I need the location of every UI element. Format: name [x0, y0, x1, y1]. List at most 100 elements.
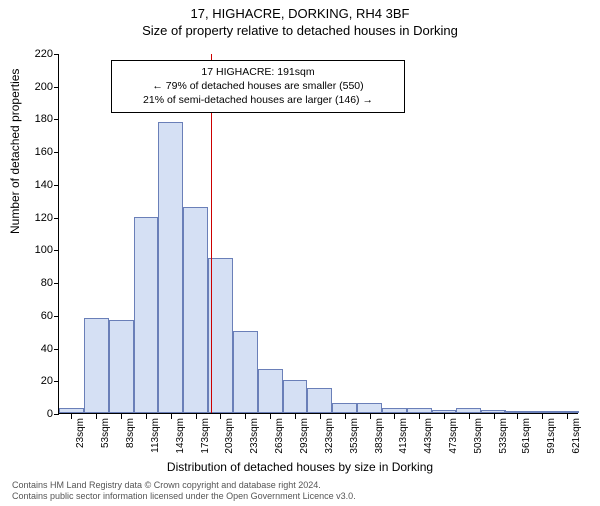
histogram-bar: [158, 122, 183, 413]
x-tick-label: 591sqm: [546, 418, 557, 454]
x-tick-mark: [542, 414, 543, 419]
x-tick-mark: [121, 414, 122, 419]
x-tick-mark: [270, 414, 271, 419]
x-tick-mark: [444, 414, 445, 419]
x-tick-label: 533sqm: [498, 418, 509, 454]
histogram-bar: [456, 408, 481, 413]
histogram-bar: [59, 408, 84, 413]
x-tick-mark: [245, 414, 246, 419]
x-tick-mark: [494, 414, 495, 419]
x-tick-label: 83sqm: [125, 418, 136, 448]
y-tick-label: 120: [23, 212, 53, 224]
histogram-bar: [134, 217, 159, 413]
histogram-bar: [109, 320, 134, 413]
y-tick-label: 80: [23, 277, 53, 289]
footer-line-2: Contains public sector information licen…: [12, 491, 356, 502]
annotation-line-1: 17 HIGHACRE: 191sqm: [120, 65, 396, 79]
y-tick-mark: [54, 152, 59, 153]
y-tick-mark: [54, 54, 59, 55]
x-tick-mark: [567, 414, 568, 419]
annotation-line-3: 21% of semi-detached houses are larger (…: [120, 93, 396, 107]
x-tick-label: 173sqm: [200, 418, 211, 454]
histogram-bar: [504, 411, 529, 413]
footer-attribution: Contains HM Land Registry data © Crown c…: [12, 480, 356, 503]
histogram-bar: [208, 258, 233, 413]
y-tick-mark: [54, 250, 59, 251]
histogram-bar: [332, 403, 357, 413]
x-tick-mark: [320, 414, 321, 419]
x-tick-label: 203sqm: [224, 418, 235, 454]
x-tick-mark: [419, 414, 420, 419]
x-tick-label: 473sqm: [448, 418, 459, 454]
x-tick-label: 383sqm: [374, 418, 385, 454]
histogram-bar: [233, 331, 258, 413]
y-tick-mark: [54, 119, 59, 120]
x-tick-mark: [71, 414, 72, 419]
y-tick-mark: [54, 218, 59, 219]
footer-line-1: Contains HM Land Registry data © Crown c…: [12, 480, 356, 491]
page-title: 17, HIGHACRE, DORKING, RH4 3BF: [0, 6, 600, 21]
histogram-bar: [84, 318, 109, 413]
histogram-bar: [258, 369, 283, 413]
page-subtitle: Size of property relative to detached ho…: [0, 23, 600, 38]
y-tick-label: 40: [23, 343, 53, 355]
y-tick-mark: [54, 185, 59, 186]
y-tick-label: 220: [23, 48, 53, 60]
x-tick-label: 503sqm: [473, 418, 484, 454]
x-tick-label: 353sqm: [349, 418, 360, 454]
x-tick-mark: [171, 414, 172, 419]
x-tick-label: 263sqm: [274, 418, 285, 454]
y-tick-label: 200: [23, 81, 53, 93]
y-axis-label: Number of detached properties: [8, 69, 22, 234]
x-tick-mark: [394, 414, 395, 419]
x-tick-mark: [370, 414, 371, 419]
y-tick-label: 20: [23, 375, 53, 387]
histogram-bar: [183, 207, 208, 413]
y-tick-label: 180: [23, 113, 53, 125]
histogram-bar: [481, 410, 506, 413]
plot-region: 02040608010012014016018020022023sqm53sqm…: [58, 54, 578, 414]
x-axis-label: Distribution of detached houses by size …: [0, 460, 600, 474]
x-tick-mark: [196, 414, 197, 419]
x-tick-mark: [517, 414, 518, 419]
x-tick-label: 143sqm: [175, 418, 186, 454]
histogram-bar: [307, 388, 332, 413]
histogram-bar: [283, 380, 308, 413]
y-tick-label: 60: [23, 310, 53, 322]
x-tick-label: 413sqm: [398, 418, 409, 454]
x-tick-label: 113sqm: [150, 418, 161, 453]
x-tick-mark: [146, 414, 147, 419]
y-tick-label: 140: [23, 179, 53, 191]
x-tick-label: 23sqm: [75, 418, 86, 448]
x-tick-mark: [96, 414, 97, 419]
y-tick-mark: [54, 349, 59, 350]
annotation-line-2: ← 79% of detached houses are smaller (55…: [120, 79, 396, 93]
histogram-chart: 02040608010012014016018020022023sqm53sqm…: [58, 54, 578, 414]
histogram-bar: [554, 411, 579, 413]
x-tick-label: 53sqm: [100, 418, 111, 448]
y-tick-label: 160: [23, 146, 53, 158]
y-tick-mark: [54, 381, 59, 382]
x-tick-label: 323sqm: [324, 418, 335, 454]
x-tick-mark: [220, 414, 221, 419]
histogram-bar: [407, 408, 432, 413]
x-tick-mark: [345, 414, 346, 419]
x-tick-label: 443sqm: [423, 418, 434, 454]
histogram-bar: [432, 410, 457, 413]
histogram-bar: [529, 411, 554, 413]
y-tick-mark: [54, 87, 59, 88]
histogram-bar: [382, 408, 407, 413]
x-tick-mark: [469, 414, 470, 419]
x-tick-label: 561sqm: [521, 418, 532, 454]
x-tick-mark: [295, 414, 296, 419]
y-tick-mark: [54, 316, 59, 317]
y-tick-label: 100: [23, 244, 53, 256]
y-tick-label: 0: [23, 408, 53, 420]
x-tick-label: 233sqm: [249, 418, 260, 454]
x-tick-label: 621sqm: [571, 418, 582, 454]
y-tick-mark: [54, 283, 59, 284]
annotation-box: 17 HIGHACRE: 191sqm← 79% of detached hou…: [111, 60, 405, 113]
histogram-bar: [357, 403, 382, 413]
y-tick-mark: [54, 414, 59, 415]
x-tick-label: 293sqm: [299, 418, 310, 454]
